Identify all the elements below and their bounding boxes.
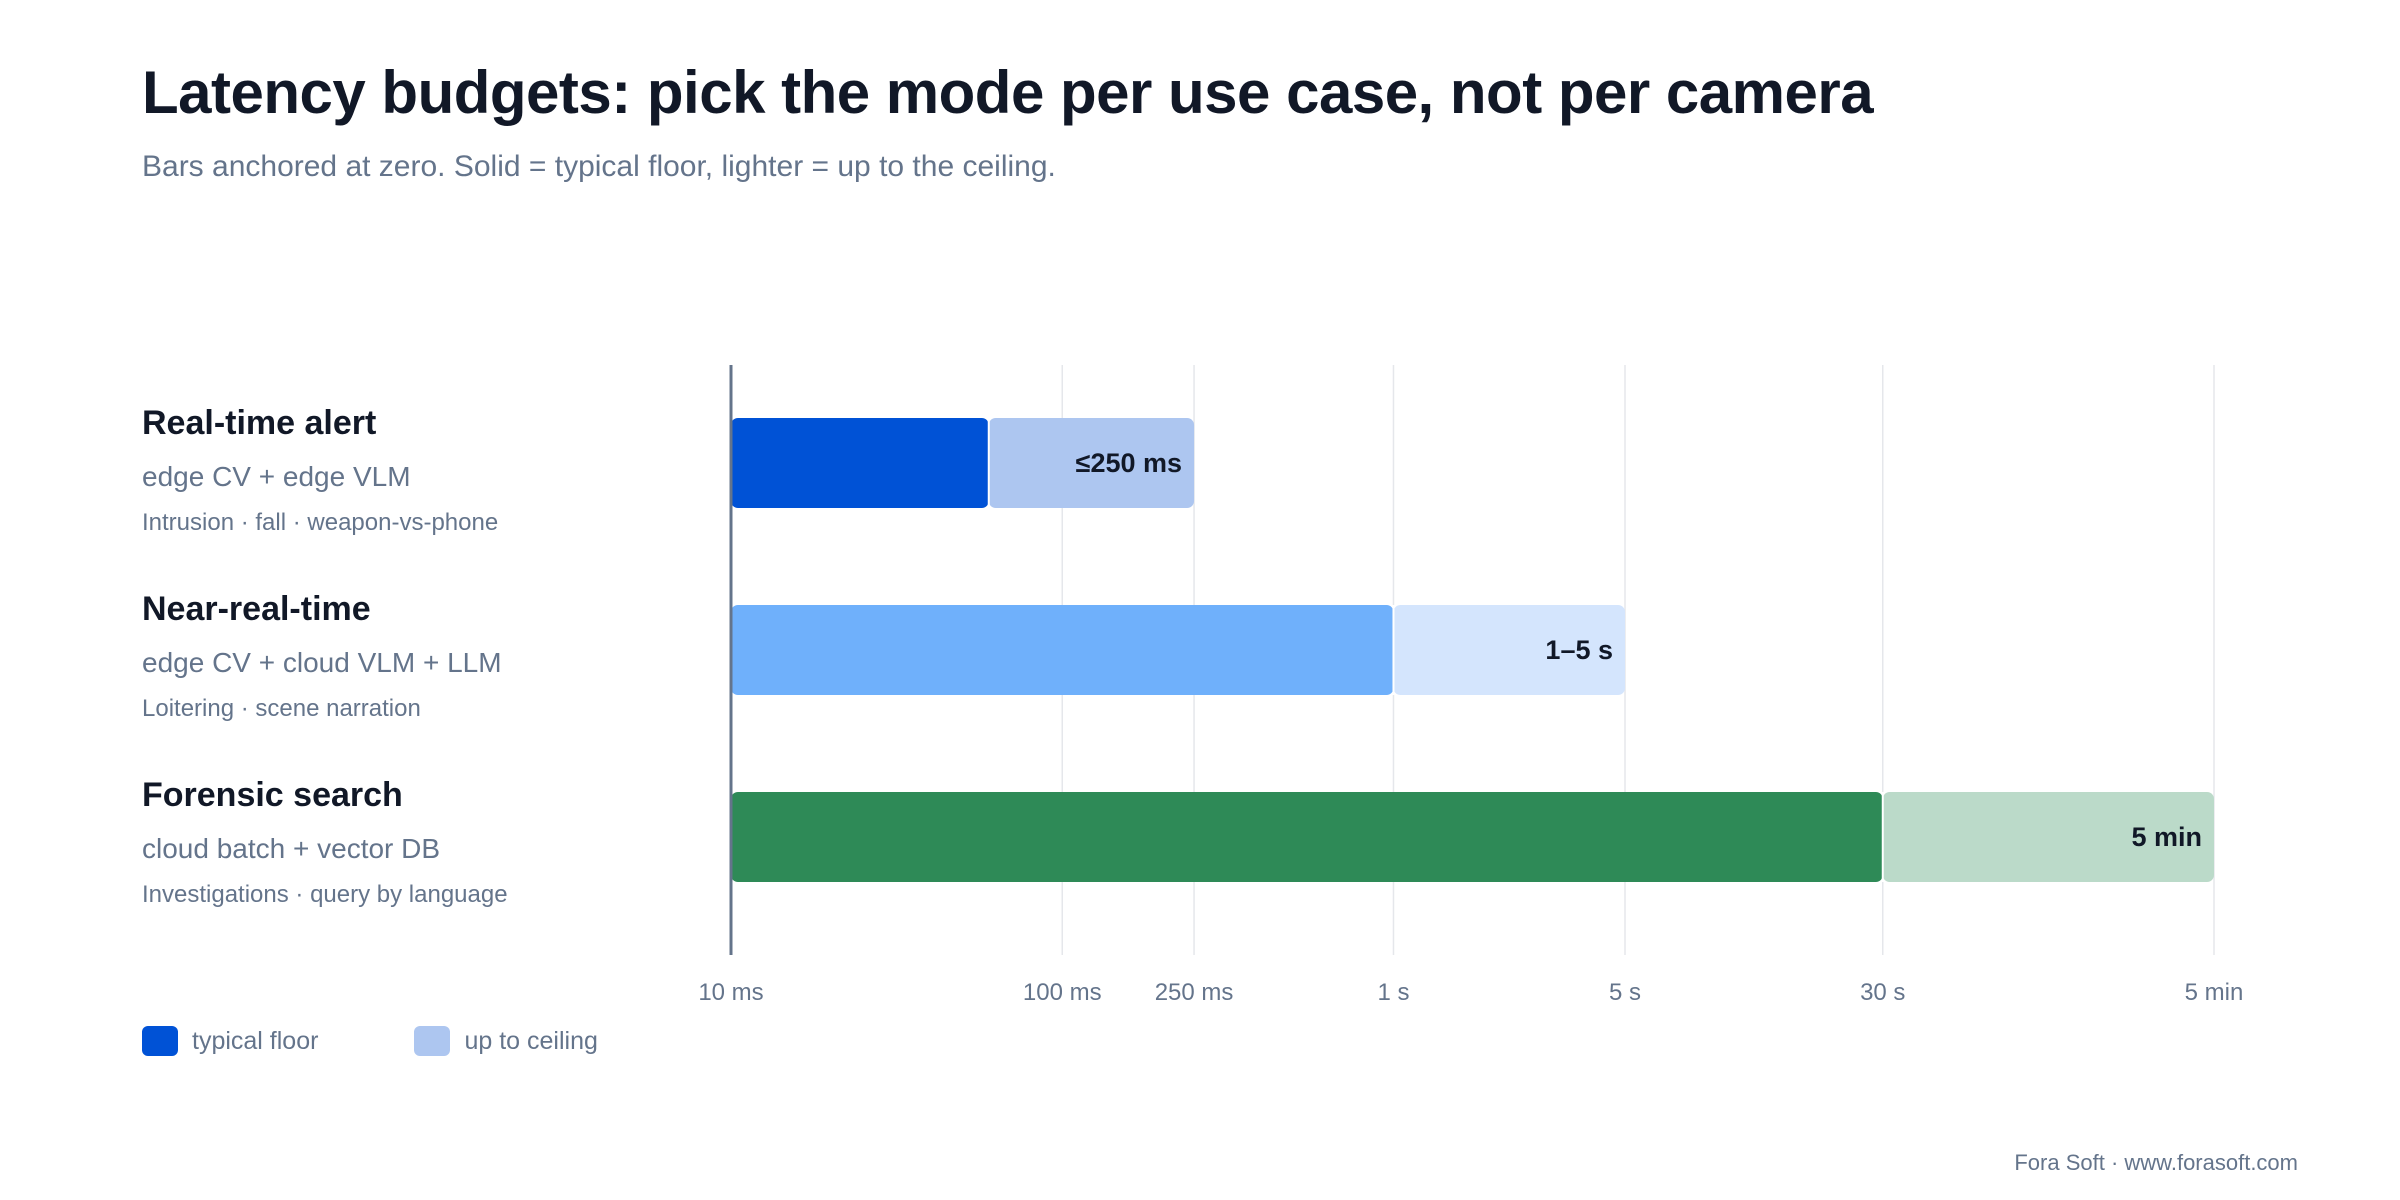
row-use-cases: Loitering · scene narration — [142, 695, 421, 722]
x-tick-label: 5 min — [2185, 979, 2244, 1006]
bar-value-label: 1–5 s — [1545, 635, 1613, 665]
bar-floor — [731, 605, 1394, 695]
legend-swatch-ceiling — [414, 1026, 451, 1056]
x-tick-label: 250 ms — [1155, 979, 1234, 1006]
legend-item-ceiling: up to ceiling — [414, 1026, 598, 1056]
x-tick-label: 30 s — [1860, 979, 1905, 1006]
row-name: Real-time alert — [142, 404, 377, 442]
bar-value-label: ≤250 ms — [1076, 448, 1182, 478]
row-name: Near-real-time — [142, 590, 371, 628]
bar-ceiling — [1393, 605, 1626, 695]
x-tick-label: 100 ms — [1023, 979, 1102, 1006]
row-use-cases: Investigations · query by language — [142, 881, 508, 908]
row-label-real-time-alert: Real-time alert edge CV + edge VLM Intru… — [142, 404, 498, 537]
chart-legend: typical floor up to ceiling — [142, 1026, 694, 1056]
row-use-cases: Intrusion · fall · weapon-vs-phone — [142, 509, 499, 536]
row-label-forensic-search: Forensic search cloud batch + vector DB … — [142, 776, 508, 909]
bar-ceiling — [988, 418, 1195, 508]
row-stack: edge CV + edge VLM — [142, 461, 411, 492]
row-label-near-real-time: Near-real-time edge CV + cloud VLM + LLM… — [142, 590, 502, 723]
bar-floor — [731, 418, 989, 508]
footer-credit: Fora Soft · www.forasoft.com — [2014, 1150, 2298, 1175]
bar-ceiling — [1882, 792, 2214, 882]
bar-value-label: 5 min — [2131, 822, 2202, 852]
legend-swatch-floor — [142, 1026, 178, 1056]
legend-item-floor: typical floor — [142, 1026, 318, 1056]
x-tick-label: 5 s — [1609, 979, 1641, 1006]
bar-floor — [731, 792, 1883, 882]
row-stack: edge CV + cloud VLM + LLM — [142, 647, 502, 678]
legend-label-ceiling: up to ceiling — [464, 1026, 598, 1055]
chart-subtitle: Bars anchored at zero. Solid = typical f… — [142, 150, 1056, 183]
row-name: Forensic search — [142, 776, 403, 814]
x-tick-label: 10 ms — [698, 979, 763, 1006]
x-tick-label: 1 s — [1377, 979, 1409, 1006]
chart-title: Latency budgets: pick the mode per use c… — [142, 59, 1874, 126]
row-stack: cloud batch + vector DB — [142, 833, 441, 864]
legend-label-floor: typical floor — [192, 1026, 319, 1055]
